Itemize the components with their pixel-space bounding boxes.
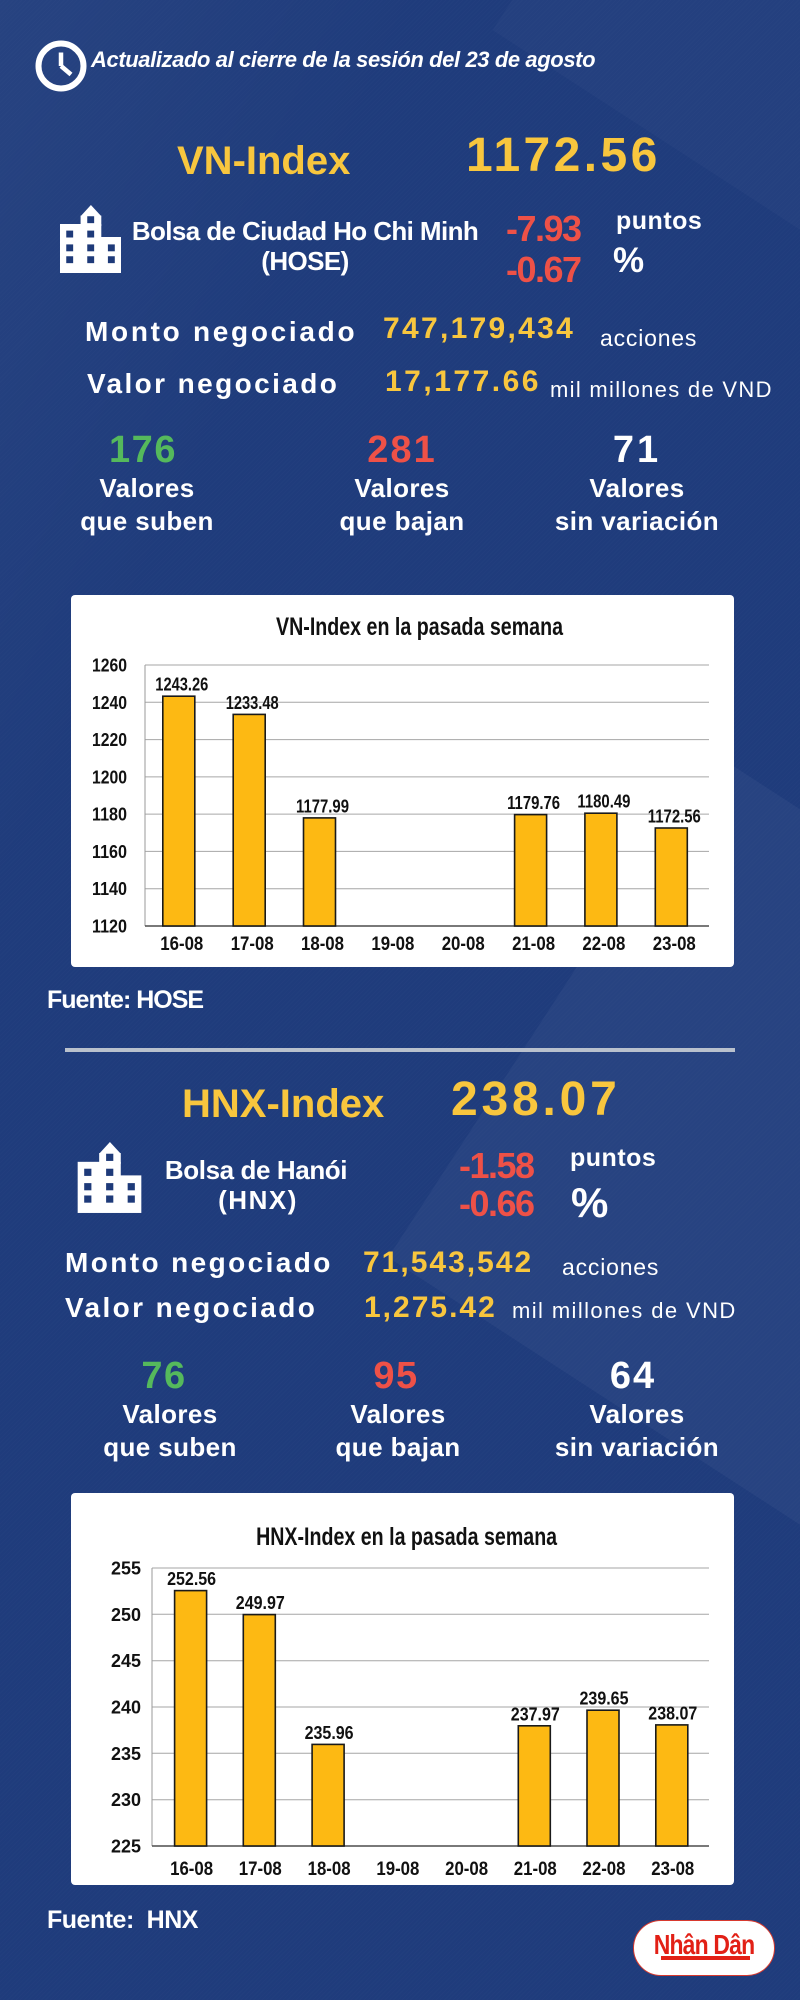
svg-text:HNX-Index en la pasada semana: HNX-Index en la pasada semana xyxy=(256,1523,558,1551)
svg-text:230: 230 xyxy=(111,1790,141,1810)
svg-text:1179.76: 1179.76 xyxy=(507,792,560,813)
svg-text:20-08: 20-08 xyxy=(442,934,485,955)
svg-text:235.96: 235.96 xyxy=(305,1722,354,1743)
svg-text:1160: 1160 xyxy=(92,842,127,862)
svg-text:22-08: 22-08 xyxy=(583,1859,626,1880)
svg-text:1260: 1260 xyxy=(92,656,127,676)
svg-text:18-08: 18-08 xyxy=(308,1859,351,1880)
svg-text:22-08: 22-08 xyxy=(582,934,625,955)
svg-text:23-08: 23-08 xyxy=(651,1859,694,1880)
svg-text:252.56: 252.56 xyxy=(167,1568,216,1589)
svg-text:17-08: 17-08 xyxy=(231,934,274,955)
svg-text:1180.49: 1180.49 xyxy=(577,791,630,812)
svg-text:19-08: 19-08 xyxy=(376,1859,419,1880)
svg-text:249.97: 249.97 xyxy=(236,1592,285,1613)
svg-text:21-08: 21-08 xyxy=(514,1859,557,1880)
svg-text:235: 235 xyxy=(111,1744,141,1764)
svg-text:225: 225 xyxy=(111,1837,141,1857)
svg-text:239.65: 239.65 xyxy=(580,1688,629,1709)
svg-text:1243.26: 1243.26 xyxy=(155,674,208,695)
svg-text:1120: 1120 xyxy=(92,917,127,937)
svg-text:VN-Index en la pasada semana: VN-Index en la pasada semana xyxy=(276,613,564,641)
svg-text:16-08: 16-08 xyxy=(160,934,203,955)
svg-text:16-08: 16-08 xyxy=(170,1859,213,1880)
svg-text:18-08: 18-08 xyxy=(301,934,344,955)
svg-text:1220: 1220 xyxy=(92,730,127,750)
svg-text:1172.56: 1172.56 xyxy=(648,806,701,827)
svg-text:17-08: 17-08 xyxy=(239,1859,282,1880)
svg-text:1177.99: 1177.99 xyxy=(296,795,349,816)
svg-text:250: 250 xyxy=(111,1605,141,1625)
svg-text:1200: 1200 xyxy=(92,767,127,787)
svg-text:23-08: 23-08 xyxy=(653,934,696,955)
svg-text:238.07: 238.07 xyxy=(648,1702,697,1723)
svg-text:1140: 1140 xyxy=(92,879,127,899)
svg-text:1180: 1180 xyxy=(92,805,127,825)
svg-text:21-08: 21-08 xyxy=(512,934,555,955)
svg-text:19-08: 19-08 xyxy=(371,934,414,955)
svg-text:1240: 1240 xyxy=(92,693,127,713)
svg-text:255: 255 xyxy=(111,1559,141,1579)
svg-text:245: 245 xyxy=(111,1651,141,1671)
svg-text:237.97: 237.97 xyxy=(511,1703,560,1724)
svg-text:240: 240 xyxy=(111,1698,141,1718)
svg-text:1233.48: 1233.48 xyxy=(226,692,279,713)
svg-text:20-08: 20-08 xyxy=(445,1859,488,1880)
